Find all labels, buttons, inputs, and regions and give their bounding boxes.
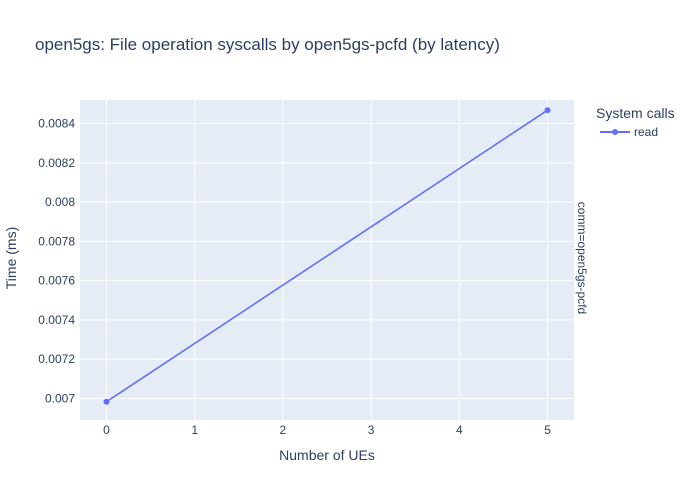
chart-title: open5gs: File operation syscalls by open… bbox=[35, 35, 500, 54]
y-tick-label: 0.0072 bbox=[38, 352, 75, 366]
y-tick-label: 0.008 bbox=[45, 195, 75, 209]
y-tick-label: 0.007 bbox=[45, 391, 75, 405]
x-tick-label: 2 bbox=[280, 423, 287, 437]
x-tick-label: 0 bbox=[103, 423, 110, 437]
legend-label: read bbox=[634, 125, 658, 139]
x-tick-label: 3 bbox=[368, 423, 375, 437]
y-tick-label: 0.0074 bbox=[38, 313, 75, 327]
y-axis-title: Time (ms) bbox=[3, 227, 19, 289]
legend-title: System calls bbox=[596, 105, 675, 121]
tick-labels: 0 1 2 3 4 5 0.007 0.0072 0.0074 0.0076 0.0078 0.008… bbox=[38, 117, 551, 437]
y-tick-label: 0.0076 bbox=[38, 274, 75, 288]
x-tick-label: 4 bbox=[456, 423, 463, 437]
x-axis-title: Number of UEs bbox=[279, 447, 375, 463]
legend-item-read[interactable]: read bbox=[600, 125, 658, 139]
plot-area bbox=[80, 100, 574, 420]
data-point[interactable] bbox=[544, 107, 551, 114]
legend[interactable]: read bbox=[600, 125, 658, 139]
y-tick-label: 0.0078 bbox=[38, 234, 75, 248]
y-tick-label: 0.0082 bbox=[38, 156, 75, 170]
x-tick-label: 1 bbox=[191, 423, 198, 437]
data-point[interactable] bbox=[103, 398, 110, 405]
grid-layer bbox=[80, 100, 574, 420]
series-line-read bbox=[106, 109, 548, 403]
legend-marker-icon bbox=[612, 129, 618, 135]
series-layer bbox=[103, 107, 551, 405]
facet-label: comm=open5gs-pcfd bbox=[575, 202, 589, 314]
y-tick-label: 0.0084 bbox=[38, 117, 75, 131]
x-tick-label: 5 bbox=[544, 423, 551, 437]
